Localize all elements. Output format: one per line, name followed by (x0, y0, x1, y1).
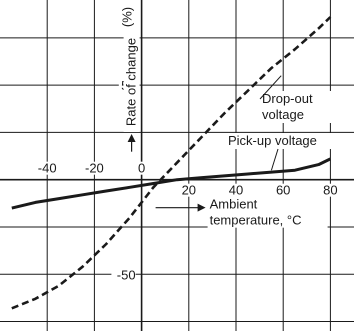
pickup-label-pointer (270, 148, 279, 171)
x-tick-label: 0 (138, 161, 145, 176)
x-axis-label-bg (207, 195, 328, 228)
x-tick-label: 80 (323, 183, 337, 198)
y-tick-label: -50 (117, 267, 136, 282)
x-tick-label-bg (322, 183, 339, 197)
pickup-label-bg (226, 133, 348, 149)
dropout-label-line2: voltage (262, 107, 304, 122)
y-axis-unit: (%) (120, 7, 135, 27)
x-tick-label: 20 (182, 183, 196, 198)
x-tick-label: 40 (229, 183, 243, 198)
data-series (11, 16, 332, 310)
x-tick-label: -40 (38, 161, 57, 176)
dropout-label-pointer (259, 75, 282, 100)
y-axis-arrow-head (127, 134, 136, 142)
y-tick-label-bg (111, 268, 136, 282)
x-tick-label-bg (136, 161, 147, 175)
x-tick-label-bg (180, 183, 198, 197)
x-tick-label-bg (82, 161, 107, 175)
x-tick-label: 60 (276, 183, 290, 198)
x-axis-arrow-head (197, 203, 206, 212)
pickup-label: Pick-up voltage (228, 133, 317, 148)
y-unit-bg (123, 4, 140, 30)
x-axis-label-line1: Ambient (210, 197, 258, 212)
x-tick-label-bg (227, 183, 245, 197)
x-tick-label: -20 (85, 161, 104, 176)
dropout-label-bg (260, 91, 332, 123)
dropout-label-line1: Drop-out (262, 91, 313, 106)
x-tick-label-bg (35, 161, 60, 175)
dropout-voltage-line (11, 16, 332, 310)
x-axis-label-line2: temperature, °C (210, 213, 302, 228)
x-tick-label-bg (274, 183, 292, 197)
y-axis-label: Rate of change (124, 38, 139, 126)
y-axis-label-bg (123, 32, 140, 132)
pickup-voltage-line (11, 157, 332, 210)
